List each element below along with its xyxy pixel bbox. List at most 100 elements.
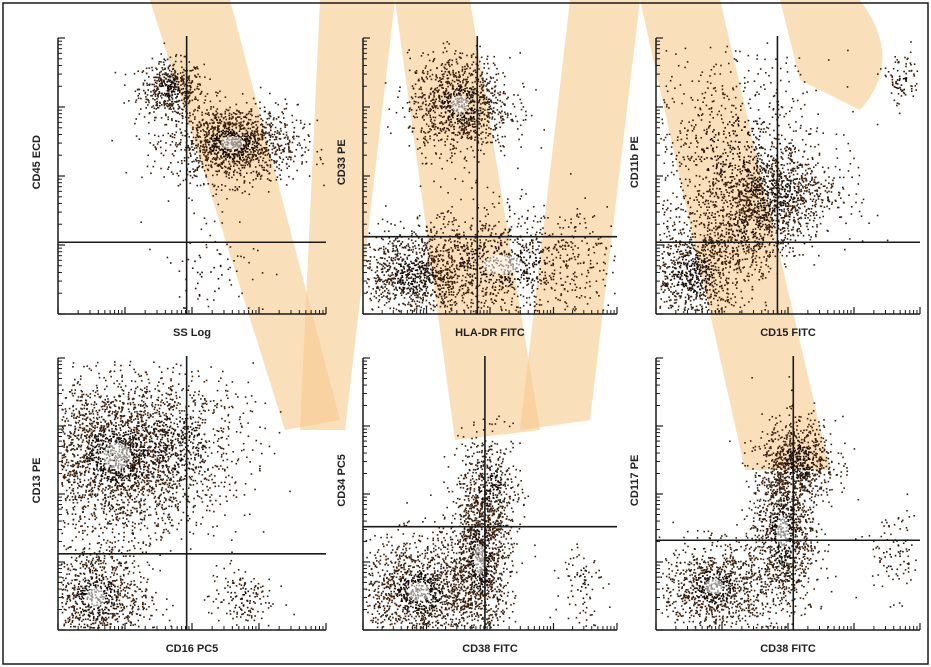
event-point <box>483 124 485 126</box>
event-point <box>603 279 605 281</box>
event-point <box>500 112 502 114</box>
event-point <box>215 138 217 140</box>
event-point <box>484 80 486 82</box>
event-point <box>478 134 480 136</box>
event-point <box>206 136 208 138</box>
event-point <box>394 259 396 261</box>
event-point <box>492 135 494 137</box>
event-point <box>232 117 234 119</box>
event-point <box>430 262 432 264</box>
event-point <box>263 167 265 169</box>
event-point <box>419 301 421 303</box>
event-point <box>177 73 179 75</box>
event-point <box>200 130 202 132</box>
event-point <box>518 243 520 245</box>
event-point <box>470 130 472 132</box>
event-point <box>213 122 215 124</box>
event-point <box>474 109 476 111</box>
event-point <box>169 103 171 105</box>
event-point <box>433 181 435 183</box>
event-point <box>171 92 173 94</box>
event-point <box>184 104 186 106</box>
event-point <box>296 120 298 122</box>
event-point <box>447 110 449 112</box>
event-point <box>267 178 269 180</box>
event-point <box>554 246 556 248</box>
event-point <box>424 242 426 244</box>
event-point <box>537 221 539 223</box>
event-point <box>289 150 291 152</box>
event-point <box>523 274 525 276</box>
event-point <box>452 229 454 231</box>
event-point <box>458 275 460 277</box>
event-point <box>574 284 576 286</box>
event-point <box>453 76 455 78</box>
event-point <box>290 156 292 158</box>
event-point <box>216 155 218 157</box>
event-point <box>211 127 213 129</box>
event-point <box>154 135 156 137</box>
event-point <box>229 107 231 109</box>
event-point <box>521 109 523 111</box>
event-point <box>441 96 443 98</box>
event-point <box>442 100 444 102</box>
event-point <box>427 249 429 251</box>
event-point <box>441 139 443 141</box>
event-point <box>382 281 384 283</box>
event-point <box>469 68 471 70</box>
event-point <box>189 80 191 82</box>
event-point <box>473 311 475 313</box>
event-point <box>229 168 231 170</box>
event-point <box>178 108 180 110</box>
event-point <box>540 283 542 285</box>
event-point <box>489 112 491 114</box>
event-point <box>254 121 256 123</box>
event-point <box>210 106 212 108</box>
event-point <box>488 83 490 85</box>
event-point <box>199 107 201 109</box>
event-point <box>257 147 259 149</box>
event-point <box>425 132 427 134</box>
event-point <box>486 97 488 99</box>
event-point <box>206 160 208 162</box>
event-point <box>244 191 246 193</box>
event-point <box>402 303 404 305</box>
event-point <box>256 172 258 174</box>
event-point <box>182 118 184 120</box>
event-point <box>500 106 502 108</box>
event-point <box>423 245 425 247</box>
event-point <box>457 245 459 247</box>
event-point <box>309 175 311 177</box>
event-point <box>428 95 430 97</box>
event-point <box>266 169 268 171</box>
event-point <box>233 123 235 125</box>
event-point <box>576 215 578 217</box>
event-point <box>478 102 480 104</box>
event-point <box>260 87 262 89</box>
event-point <box>171 94 173 96</box>
event-point <box>236 104 238 106</box>
event-point <box>536 239 538 241</box>
event-point <box>430 109 432 111</box>
event-point <box>464 69 466 71</box>
event-point <box>198 160 200 162</box>
event-point <box>304 139 306 141</box>
event-point <box>255 166 257 168</box>
event-point <box>201 161 203 163</box>
event-point <box>448 249 450 251</box>
event-point <box>235 119 237 121</box>
event-point <box>471 146 473 148</box>
event-point <box>251 108 253 110</box>
event-point <box>269 139 271 141</box>
event-point <box>497 109 499 111</box>
event-point <box>561 240 563 242</box>
event-point <box>204 152 206 154</box>
event-point <box>433 226 435 228</box>
event-point <box>482 266 484 268</box>
event-point <box>397 282 399 284</box>
event-point <box>528 263 530 265</box>
event-point <box>227 110 229 112</box>
event-point <box>614 256 616 258</box>
event-point <box>493 102 495 104</box>
event-point <box>436 135 438 137</box>
